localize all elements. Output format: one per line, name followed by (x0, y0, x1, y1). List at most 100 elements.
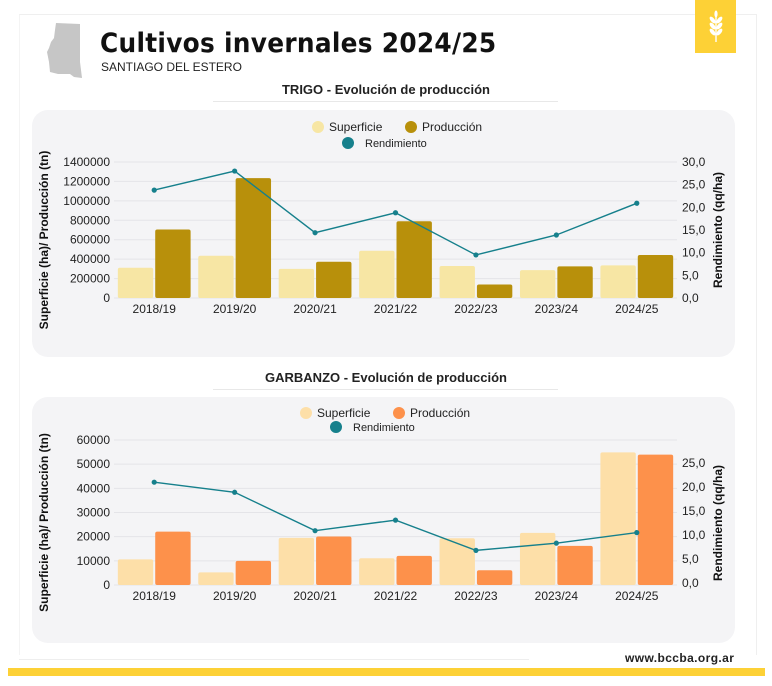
legend-label-rendimiento: Rendimiento (353, 422, 415, 434)
x-tick-label: 2024/25 (615, 589, 659, 603)
footer-bar (8, 668, 765, 676)
bar-superficie (278, 268, 315, 298)
y-right-tick-label: 15,0 (682, 504, 706, 518)
chart-garbanzo: 0 10000 20000 30000 40000 50000 60000 0,0 5,0 10,… (37, 406, 725, 612)
bar-produccin (155, 229, 191, 298)
point-rendimiento (392, 517, 399, 523)
bar-superficie (439, 265, 475, 298)
point-rendimiento (151, 479, 157, 485)
y-tick-label: 600000 (70, 233, 110, 247)
bar-produccin (637, 454, 674, 585)
bar-produccin (316, 261, 352, 298)
chart-panel-garbanzo: 0 10000 20000 30000 40000 50000 60000 0,0 5,0 10,… (32, 397, 735, 643)
bar-produccin (235, 560, 272, 585)
y-right-tick-label: 25,0 (682, 178, 706, 192)
y-tick-label: 60000 (77, 433, 111, 447)
brand-badge (695, 0, 736, 53)
x-tick-label: 2021/22 (374, 302, 418, 316)
bar-superficie (198, 255, 234, 298)
y-tick-label: 10000 (77, 554, 111, 568)
y-tick-label: 40000 (77, 481, 111, 495)
bar-produccin (557, 266, 593, 298)
bar-superficie (117, 267, 154, 298)
y-right-tick-label: 10,0 (682, 528, 706, 542)
y-right-axis-title: Rendimiento (qq/ha) (711, 465, 725, 581)
x-tick-label: 2019/20 (213, 589, 257, 603)
y-tick-label: 1000000 (63, 194, 110, 208)
y-tick-label: 0 (103, 578, 110, 592)
x-tick-label: 2023/24 (535, 302, 579, 316)
y-tick-label: 800000 (70, 213, 110, 227)
bar-produccin (316, 536, 352, 585)
legend-swatch-rendimiento (330, 421, 342, 433)
chart-panel-trigo: 0 200000 400000 600000 800000 1000000 1200000 1… (32, 110, 735, 357)
bar-superficie (359, 558, 395, 585)
y-right-tick-label: 20,0 (682, 200, 706, 214)
bar-superficie (278, 537, 315, 585)
legend-swatch-rendimiento (342, 137, 354, 149)
title-divider (213, 101, 558, 102)
bar-produccin (396, 221, 432, 298)
bar-superficie (359, 250, 395, 298)
x-tick-label: 2019/20 (213, 302, 257, 316)
point-rendimiento (473, 547, 479, 553)
point-rendimiento (634, 530, 640, 536)
legend-label-rendimiento: Rendimiento (365, 138, 427, 150)
y-tick-label: 30000 (77, 506, 111, 520)
bar-produccin (557, 545, 593, 585)
point-rendimiento (232, 168, 238, 174)
bar-superficie (439, 538, 475, 585)
y-tick-label: 0 (103, 291, 110, 305)
y-right-tick-label: 20,0 (682, 480, 706, 494)
y-right-tick-label: 5,0 (682, 268, 699, 282)
infographic-frame (19, 14, 757, 655)
bar-superficie (519, 270, 556, 298)
legend-label-produccion: Producción (410, 406, 470, 420)
point-rendimiento (312, 230, 318, 236)
page-subtitle: SANTIAGO DEL ESTERO (101, 60, 242, 74)
y-tick-label: 1400000 (63, 155, 110, 169)
y-tick-label: 1200000 (63, 174, 110, 188)
legend-swatch-produccion (405, 121, 417, 133)
y-right-tick-label: 15,0 (682, 223, 706, 237)
x-tick-label: 2022/23 (454, 302, 498, 316)
y-right-tick-label: 10,0 (682, 246, 706, 260)
y-right-tick-label: 25,0 (682, 456, 706, 470)
x-tick-label: 2024/25 (615, 302, 659, 316)
bar-produccin (396, 555, 432, 585)
wheat-icon (709, 10, 722, 42)
footer-divider (19, 659, 529, 660)
chart-title-garbanzo: GARBANZO - Evolución de producción (265, 370, 507, 385)
y-right-axis-title: Rendimiento (qq/ha) (711, 172, 725, 288)
legend-swatch-superficie (312, 121, 324, 133)
point-rendimiento (151, 187, 157, 193)
x-tick-label: 2020/21 (293, 589, 337, 603)
point-rendimiento (553, 540, 559, 546)
point-rendimiento (634, 200, 640, 206)
x-tick-label: 2018/19 (133, 302, 177, 316)
y-tick-label: 50000 (77, 457, 111, 471)
point-rendimiento (232, 489, 238, 495)
footer-url: www.bccba.org.ar (625, 651, 735, 665)
y-axis-title: Superficie (ha)/ Producción (tn) (37, 151, 51, 330)
page-title: Cultivos invernales 2024/25 (100, 28, 497, 59)
y-right-tick-label: 0,0 (682, 576, 699, 590)
bar-superficie (600, 265, 636, 298)
legend-label-superficie: Superficie (317, 406, 371, 420)
x-tick-label: 2022/23 (454, 589, 498, 603)
bar-superficie (117, 559, 154, 585)
y-right-tick-label: 0,0 (682, 291, 699, 305)
chart-title-trigo: TRIGO - Evolución de producción (281, 82, 490, 97)
y-axis-title: Superficie (ha)/ Producción (tn) (37, 433, 51, 612)
bar-superficie (600, 452, 636, 585)
legend-label-produccion: Producción (422, 120, 482, 134)
point-rendimiento (553, 232, 559, 238)
chart-trigo: 0 200000 400000 600000 800000 1000000 1200000 1… (37, 120, 725, 330)
y-tick-label: 200000 (70, 272, 110, 286)
x-tick-label: 2021/22 (374, 589, 418, 603)
y-right-tick-label: 30,0 (682, 155, 706, 169)
bar-produccin (235, 178, 272, 298)
y-right-tick-label: 5,0 (682, 552, 699, 566)
bar-produccin (637, 254, 674, 298)
x-tick-label: 2018/19 (133, 589, 177, 603)
